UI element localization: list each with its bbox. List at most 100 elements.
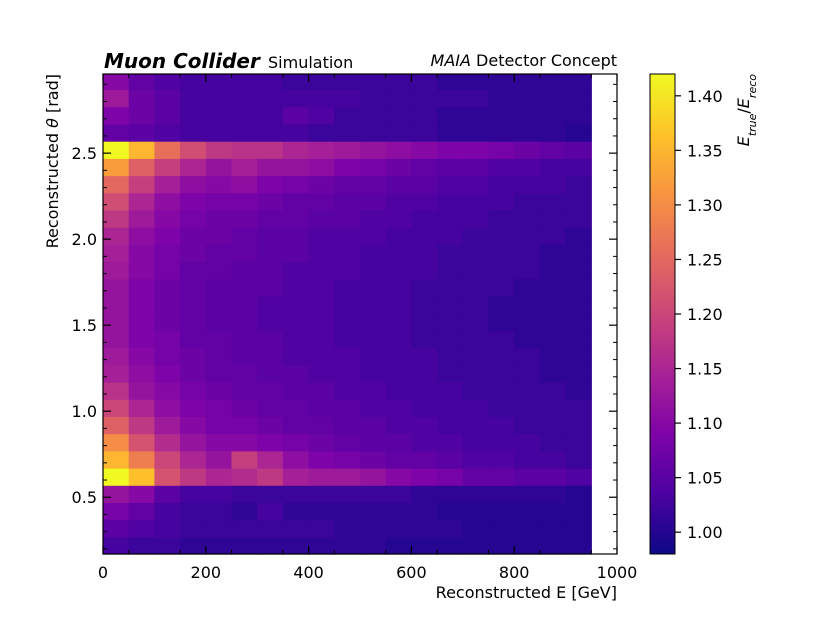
heatmap-cell — [514, 261, 541, 280]
heatmap-cell — [257, 261, 284, 280]
heatmap-cell — [128, 485, 155, 503]
heatmap-cell — [462, 106, 490, 125]
heatmap-cell — [539, 123, 567, 142]
heatmap-cell — [231, 244, 258, 263]
heatmap-cell — [411, 123, 438, 142]
heatmap-cell — [103, 536, 130, 555]
heatmap-cell — [154, 158, 181, 177]
heatmap-cell — [488, 467, 515, 486]
heatmap-cell — [565, 485, 592, 503]
heatmap-cell — [437, 89, 464, 108]
heatmap-cell — [154, 175, 181, 194]
heatmap-cell — [385, 433, 412, 452]
heatmap-cell — [488, 278, 515, 297]
heatmap-cell — [180, 416, 207, 435]
heatmap-cell — [488, 244, 515, 263]
heatmap-cell — [565, 244, 592, 263]
heatmap-cell — [205, 450, 233, 469]
heatmap-cell — [488, 485, 515, 503]
heatmap-cell — [180, 519, 207, 538]
heatmap-cell — [539, 450, 567, 469]
heatmap-cell — [565, 141, 592, 159]
heatmap-cell — [103, 381, 130, 400]
heatmap-cell — [308, 416, 335, 435]
heatmap-cell — [282, 158, 310, 177]
heatmap-cell — [462, 89, 490, 108]
heatmap-cell — [154, 433, 181, 452]
heatmap-cell — [205, 74, 233, 91]
heatmap-cell — [128, 295, 155, 314]
heatmap-cell — [205, 416, 233, 435]
heatmap-cell — [385, 485, 412, 503]
colorbar-tick-label: 1.00 — [687, 523, 723, 542]
heatmap-cell — [462, 141, 490, 159]
heatmap-cell — [488, 89, 515, 108]
heatmap-cell — [360, 227, 387, 245]
heatmap-cell — [205, 381, 233, 400]
heatmap-cell — [128, 123, 155, 142]
heatmap-cell — [437, 261, 464, 280]
heatmap-cell — [385, 502, 412, 521]
heatmap-cell — [180, 227, 207, 245]
heatmap-cell — [308, 227, 335, 245]
heatmap-cell — [360, 330, 387, 349]
heatmap-cell — [411, 399, 438, 417]
heatmap-cell — [565, 347, 592, 366]
heatmap-cell — [154, 123, 181, 142]
heatmap-cell — [231, 123, 258, 142]
heatmap-cell — [282, 313, 310, 331]
heatmap-cell — [308, 313, 335, 331]
heatmap-cell — [462, 330, 490, 349]
heatmap-cell — [514, 433, 541, 452]
heatmap-cell — [360, 141, 387, 159]
heatmap-cell — [231, 141, 258, 159]
heatmap-cell — [128, 244, 155, 263]
heatmap-cell — [514, 74, 541, 91]
heatmap-cell — [462, 192, 490, 211]
heatmap-cell — [539, 485, 567, 503]
heatmap-cell — [462, 364, 490, 383]
heatmap-cell — [180, 536, 207, 555]
heatmap-cell — [437, 106, 464, 125]
heatmap-cell — [231, 106, 258, 125]
heatmap-cell — [257, 536, 284, 555]
heatmap-cell — [308, 209, 335, 228]
heatmap-cell — [128, 89, 155, 108]
heatmap-cell — [488, 295, 515, 314]
heatmap-cell — [411, 175, 438, 194]
heatmap-cell — [488, 416, 515, 435]
heatmap-cell — [282, 381, 310, 400]
heatmap-cell — [514, 227, 541, 245]
heatmap-cell — [282, 416, 310, 435]
heatmap-cell — [488, 347, 515, 366]
heatmap-cell — [282, 227, 310, 245]
heatmap-cell — [462, 485, 490, 503]
heatmap-cell — [488, 433, 515, 452]
heatmap-cell — [334, 141, 361, 159]
heatmap-cell — [334, 244, 361, 263]
heatmap-cell — [462, 123, 490, 142]
heatmap-cell — [488, 381, 515, 400]
heatmap-cell — [154, 485, 181, 503]
heatmap-cell — [334, 227, 361, 245]
heatmap-cell — [334, 467, 361, 486]
heatmap-cell — [282, 502, 310, 521]
colorbar-tick-label: 1.05 — [687, 469, 723, 488]
heatmap-cell — [154, 74, 181, 91]
axis-ticks: 0 200 400 600 800 1000 0.5 1.0 1.5 2.0 2.5 — [72, 74, 637, 582]
heatmap-cell — [103, 502, 130, 521]
heatmap-cell — [103, 244, 130, 263]
heatmap-cell — [231, 209, 258, 228]
heatmap-cell — [385, 192, 412, 211]
heatmap-cell — [231, 502, 258, 521]
heatmap-cell — [360, 485, 387, 503]
heatmap-cell — [308, 89, 335, 108]
heatmap-cell — [514, 347, 541, 366]
heatmap-cell — [103, 278, 130, 297]
heatmap-cell — [334, 347, 361, 366]
heatmap-cell — [180, 313, 207, 331]
heatmap-cell — [437, 536, 464, 555]
heatmap-cell — [308, 485, 335, 503]
heatmap-cell — [282, 209, 310, 228]
heatmap-cell — [488, 399, 515, 417]
